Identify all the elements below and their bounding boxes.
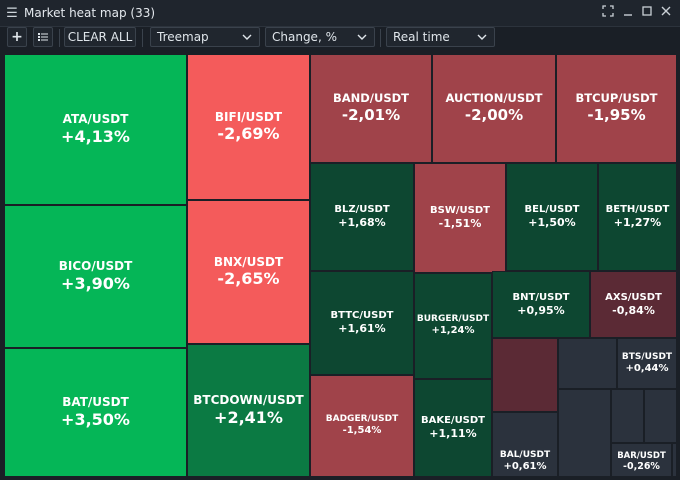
tile-bttc[interactable]: BTTC/USDT +1,61% bbox=[310, 271, 414, 375]
tile-bal[interactable]: BAL/USDT +0,61% bbox=[492, 412, 558, 477]
toolbar-divider bbox=[142, 29, 143, 47]
tile-symbol: BEL/USDT bbox=[524, 204, 580, 216]
tile-band[interactable]: BAND/USDT -2,01% bbox=[310, 54, 432, 163]
tile-symbol: BSW/USDT bbox=[430, 205, 490, 217]
tile-bar[interactable]: BAR/USDT -0,26% bbox=[611, 443, 672, 477]
tile-bico[interactable]: BICO/USDT +3,90% bbox=[4, 205, 187, 348]
metric-select[interactable]: Change, % bbox=[265, 27, 375, 47]
tile-bsw[interactable]: BSW/USDT -1,51% bbox=[414, 163, 506, 273]
tile-change: +0,61% bbox=[503, 460, 547, 472]
tile-change: -0,26% bbox=[623, 461, 660, 473]
tile-symbol: BIFI/USDT bbox=[214, 109, 283, 124]
hamburger-icon[interactable]: ☰ bbox=[6, 5, 18, 21]
chevron-down-icon bbox=[357, 34, 367, 40]
tile-change: +1,68% bbox=[338, 216, 386, 230]
add-button[interactable]: + bbox=[7, 27, 27, 47]
tile-bnx[interactable]: BNX/USDT -2,65% bbox=[187, 200, 310, 344]
tile-change: +0,95% bbox=[517, 303, 565, 317]
tile-change: -2,00% bbox=[464, 106, 524, 125]
tile-badger[interactable]: BADGER/USDT -1,54% bbox=[310, 375, 414, 477]
tile-unlabeled[interactable] bbox=[611, 389, 644, 443]
tile-symbol: BICO/USDT bbox=[58, 259, 133, 274]
tile-bnt[interactable]: BNT/USDT +0,95% bbox=[492, 271, 590, 338]
tile-unlabeled[interactable] bbox=[558, 389, 611, 477]
toolbar: + CLEAR ALL Treemap Change, % Real time bbox=[0, 27, 680, 51]
tile-change: +2,41% bbox=[214, 407, 283, 427]
tile-ata[interactable]: ATA/USDT +4,13% bbox=[4, 54, 187, 205]
tile-change: +0,44% bbox=[625, 362, 669, 374]
tile-symbol: ATA/USDT bbox=[62, 112, 129, 127]
tile-symbol: BADGER/USDT bbox=[325, 414, 399, 425]
tile-symbol: BLZ/USDT bbox=[334, 204, 390, 216]
tile-change: +4,13% bbox=[61, 126, 130, 146]
tile-symbol: BAR/USDT bbox=[617, 450, 666, 461]
tile-symbol: BTCDOWN/USDT bbox=[193, 393, 304, 408]
metric-select-value: Change, % bbox=[272, 30, 337, 44]
toolbar-divider bbox=[59, 29, 60, 47]
tile-bel[interactable]: BEL/USDT +1,50% bbox=[506, 163, 598, 271]
minimize-icon[interactable] bbox=[620, 5, 636, 21]
tile-unlabeled[interactable] bbox=[492, 338, 558, 412]
tile-btcup[interactable]: BTCUP/USDT -1,95% bbox=[556, 54, 677, 163]
tile-change: -2,01% bbox=[341, 106, 401, 125]
tile-symbol: BNT/USDT bbox=[512, 291, 570, 303]
period-select[interactable]: Real time bbox=[386, 27, 495, 47]
tile-change: +1,61% bbox=[338, 322, 386, 336]
tile-symbol: AUCTION/USDT bbox=[445, 91, 543, 106]
tile-symbol: BAKE/USDT bbox=[420, 415, 486, 427]
tile-burger[interactable]: BURGER/USDT +1,24% bbox=[414, 273, 492, 379]
tile-unlabeled[interactable] bbox=[672, 443, 677, 477]
tile-change: -2,69% bbox=[217, 124, 280, 144]
close-icon[interactable] bbox=[658, 5, 674, 21]
tile-symbol: BAND/USDT bbox=[332, 91, 410, 106]
list-button[interactable] bbox=[33, 27, 53, 47]
tile-btcdown[interactable]: BTCDOWN/USDT +2,41% bbox=[187, 344, 310, 477]
tile-symbol: BURGER/USDT bbox=[416, 314, 490, 325]
tile-change: +1,27% bbox=[613, 216, 662, 230]
chevron-down-icon bbox=[477, 34, 487, 40]
tile-auction[interactable]: AUCTION/USDT -2,00% bbox=[432, 54, 556, 163]
chevron-down-icon bbox=[242, 34, 252, 40]
tile-change: -1,95% bbox=[587, 106, 646, 125]
tile-symbol: BAT/USDT bbox=[62, 395, 129, 410]
tile-unlabeled[interactable] bbox=[558, 338, 617, 389]
view-select[interactable]: Treemap bbox=[150, 27, 260, 47]
clear-all-button[interactable]: CLEAR ALL bbox=[64, 27, 136, 47]
list-icon bbox=[38, 33, 48, 41]
tile-change: -1,51% bbox=[438, 217, 482, 231]
heat-map: ATA/USDT +4,13% BICO/USDT +3,90% BAT/USD… bbox=[4, 54, 677, 477]
window-titlebar: ☰ Market heat map (33) bbox=[0, 0, 680, 27]
tile-change: +1,24% bbox=[431, 325, 475, 337]
tile-axs[interactable]: AXS/USDT -0,84% bbox=[590, 271, 677, 338]
toolbar-divider bbox=[380, 29, 381, 47]
tile-change: +3,90% bbox=[61, 273, 130, 293]
tile-bts[interactable]: BTS/USDT +0,44% bbox=[617, 338, 677, 389]
period-select-value: Real time bbox=[393, 30, 450, 44]
tile-bake[interactable]: BAKE/USDT +1,11% bbox=[414, 379, 492, 477]
tile-bifi[interactable]: BIFI/USDT -2,69% bbox=[187, 54, 310, 200]
clear-all-label: CLEAR ALL bbox=[67, 30, 133, 44]
tile-unlabeled[interactable] bbox=[644, 389, 677, 443]
window-title: Market heat map (33) bbox=[24, 6, 156, 20]
tile-change: -0,84% bbox=[612, 303, 655, 317]
tile-change: -2,65% bbox=[217, 269, 280, 289]
tile-symbol: AXS/USDT bbox=[605, 291, 662, 303]
plus-icon: + bbox=[11, 29, 23, 45]
tile-symbol: BNX/USDT bbox=[213, 254, 284, 269]
fullscreen-icon[interactable] bbox=[600, 5, 616, 21]
tile-change: +3,50% bbox=[61, 409, 130, 429]
tile-symbol: BETH/USDT bbox=[605, 204, 670, 216]
view-select-value: Treemap bbox=[157, 30, 209, 44]
tile-change: +1,11% bbox=[429, 427, 477, 441]
tile-symbol: BAL/USDT bbox=[499, 449, 551, 460]
tile-symbol: BTTC/USDT bbox=[330, 310, 394, 322]
tile-symbol: BTS/USDT bbox=[621, 351, 673, 362]
tile-change: -1,54% bbox=[342, 425, 382, 437]
tile-change: +1,50% bbox=[528, 216, 576, 230]
tile-bat[interactable]: BAT/USDT +3,50% bbox=[4, 348, 187, 477]
tile-blz[interactable]: BLZ/USDT +1,68% bbox=[310, 163, 414, 271]
tile-symbol: BTCUP/USDT bbox=[575, 91, 658, 106]
tile-beth[interactable]: BETH/USDT +1,27% bbox=[598, 163, 677, 271]
maximize-icon[interactable] bbox=[639, 5, 655, 21]
